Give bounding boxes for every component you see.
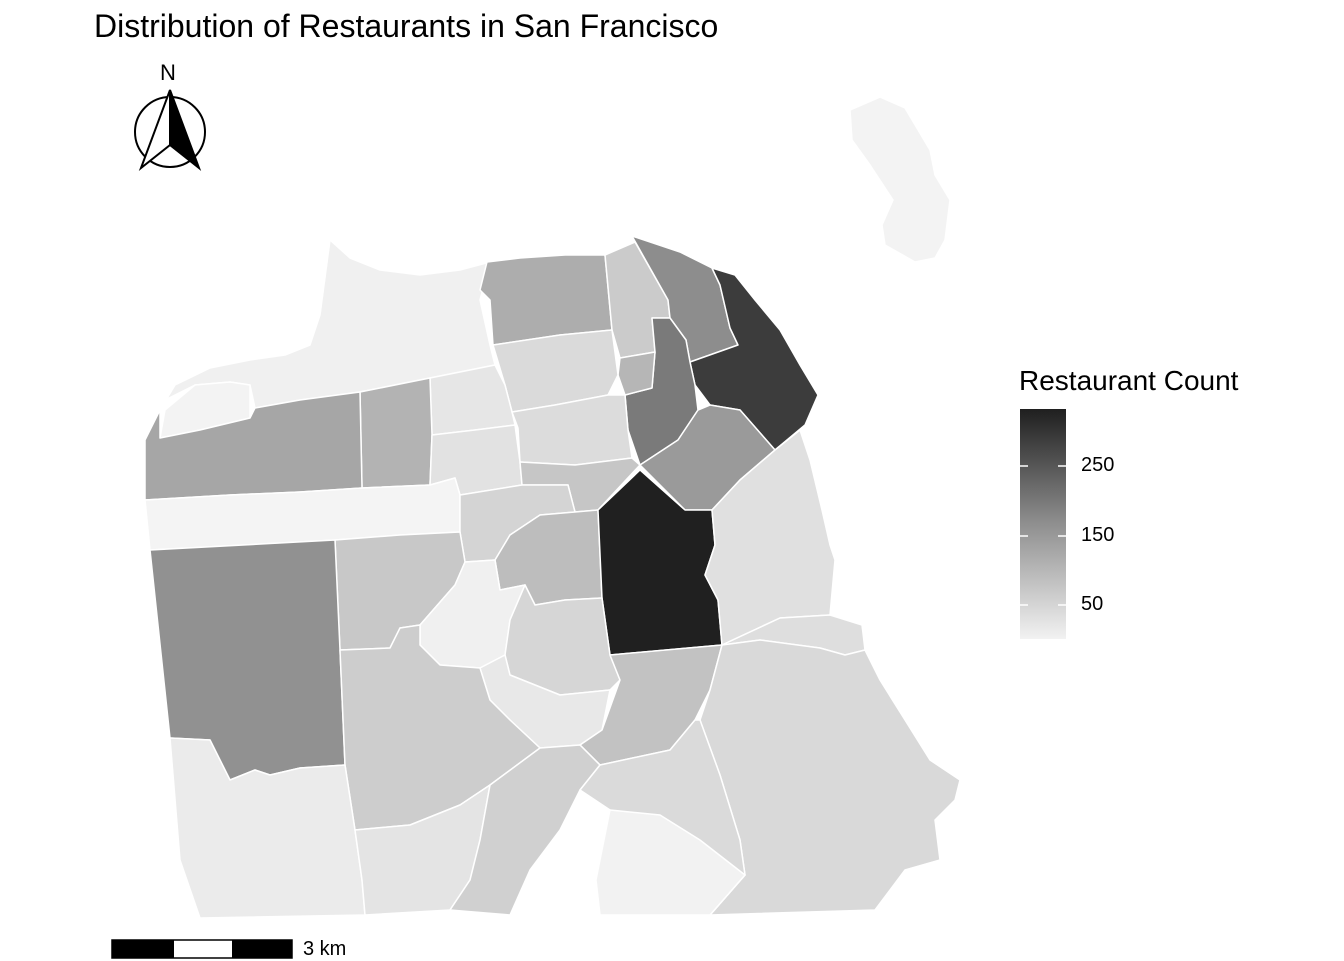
- neighborhood-treasure-island: [849, 96, 951, 263]
- legend-title: Restaurant Count: [1019, 365, 1239, 396]
- map-title: Distribution of Restaurants in San Franc…: [94, 8, 719, 44]
- neighborhood-western-addition: [511, 394, 633, 466]
- neighborhood-visitacion-valley: [595, 809, 746, 916]
- neighborhood-outer-mission: [449, 744, 601, 916]
- neighborhood-noe-valley: [504, 584, 621, 696]
- scale-bar-icon: [111, 939, 293, 959]
- north-arrow-icon: [134, 89, 206, 172]
- legend-tick-50: 50: [1081, 593, 1104, 615]
- neighborhood-map: [144, 96, 961, 919]
- scale-bar-label: 3 km: [303, 938, 347, 960]
- neighborhood-inner-richmond: [359, 377, 433, 489]
- neighborhood-soma: [704, 429, 836, 646]
- legend-tick-250: 250: [1081, 454, 1115, 476]
- legend-tick-150: 150: [1081, 524, 1115, 546]
- north-label: N: [160, 60, 176, 85]
- neighborhood-nob-hill: [617, 351, 656, 396]
- neighborhood-lakeshore: [169, 737, 366, 919]
- legend-colorbar: [1020, 409, 1066, 639]
